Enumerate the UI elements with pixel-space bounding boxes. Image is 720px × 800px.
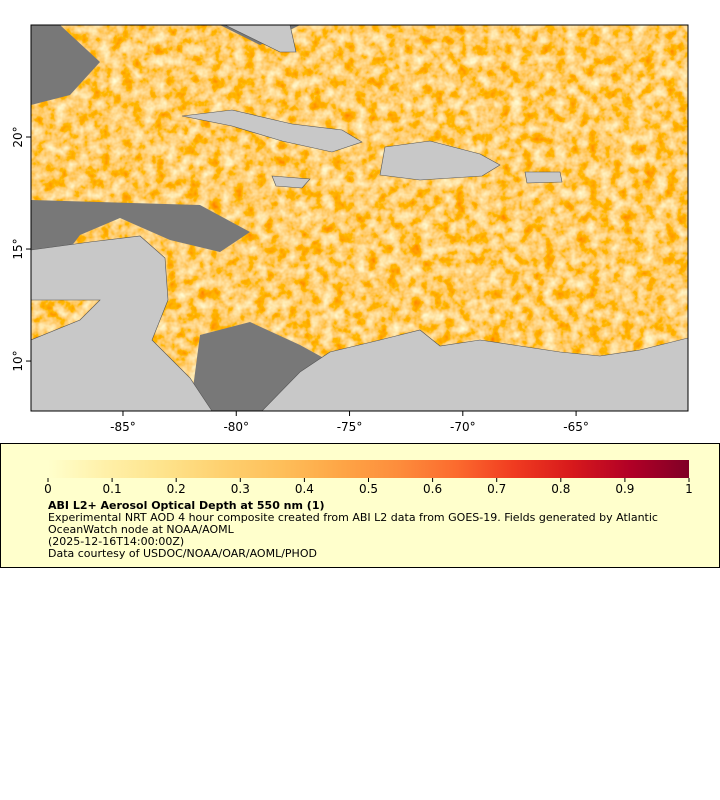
x-tick-label: -70° xyxy=(450,420,476,434)
legend-text: ABI L2+ Aerosol Optical Depth at 550 nm … xyxy=(48,500,688,560)
x-tick-label: -75° xyxy=(337,420,363,434)
aerosol-field xyxy=(31,25,688,411)
legend-timestamp: (2025-12-16T14:00:00Z) xyxy=(48,535,185,548)
colorbar-tick-label: 0.5 xyxy=(359,482,378,496)
y-tick-label: 15° xyxy=(11,238,25,259)
legend-panel: 0 0.1 0.2 0.3 0.4 0.5 0.6 0.7 0.8 0.9 1 ABI L2+ Ae… xyxy=(0,443,720,568)
legend-description: Experimental NRT AOD 4 hour composite cr… xyxy=(48,511,658,536)
colorbar-tick-label: 0.6 xyxy=(423,482,442,496)
legend-credit: Data courtesy of USDOC/NOAA/OAR/AOML/PHO… xyxy=(48,547,317,560)
colorbar-tick-label: 0.3 xyxy=(231,482,250,496)
colorbar-tick-label: 0.7 xyxy=(487,482,506,496)
colorbar-tick-label: 0 xyxy=(44,482,52,496)
map-frame xyxy=(30,24,689,412)
colorbar: 0 0.1 0.2 0.3 0.4 0.5 0.6 0.7 0.8 0.9 1 xyxy=(44,460,693,496)
colorbar-tick-label: 0.1 xyxy=(103,482,122,496)
x-tick-label: -80° xyxy=(223,420,249,434)
colorbar-tick-label: 0.9 xyxy=(615,482,634,496)
colorbar-tick-label: 1 xyxy=(685,482,693,496)
map-figure: -85° -80° -75° -70° -65° 20° 15° 10° xyxy=(11,24,689,434)
colorbar-tick-label: 0.4 xyxy=(295,482,314,496)
y-tick-label: 10° xyxy=(11,350,25,371)
colorbar-ramp xyxy=(48,460,689,478)
legend-title: ABI L2+ Aerosol Optical Depth at 550 nm … xyxy=(48,499,325,512)
land xyxy=(31,25,688,411)
x-tick-label: -65° xyxy=(563,420,589,434)
colorbar-tick-label: 0.2 xyxy=(167,482,186,496)
map-area xyxy=(31,25,688,411)
colorbar-tick-label: 0.8 xyxy=(551,482,570,496)
y-tick-label: 20° xyxy=(11,126,25,147)
x-tick-label: -85° xyxy=(110,420,136,434)
